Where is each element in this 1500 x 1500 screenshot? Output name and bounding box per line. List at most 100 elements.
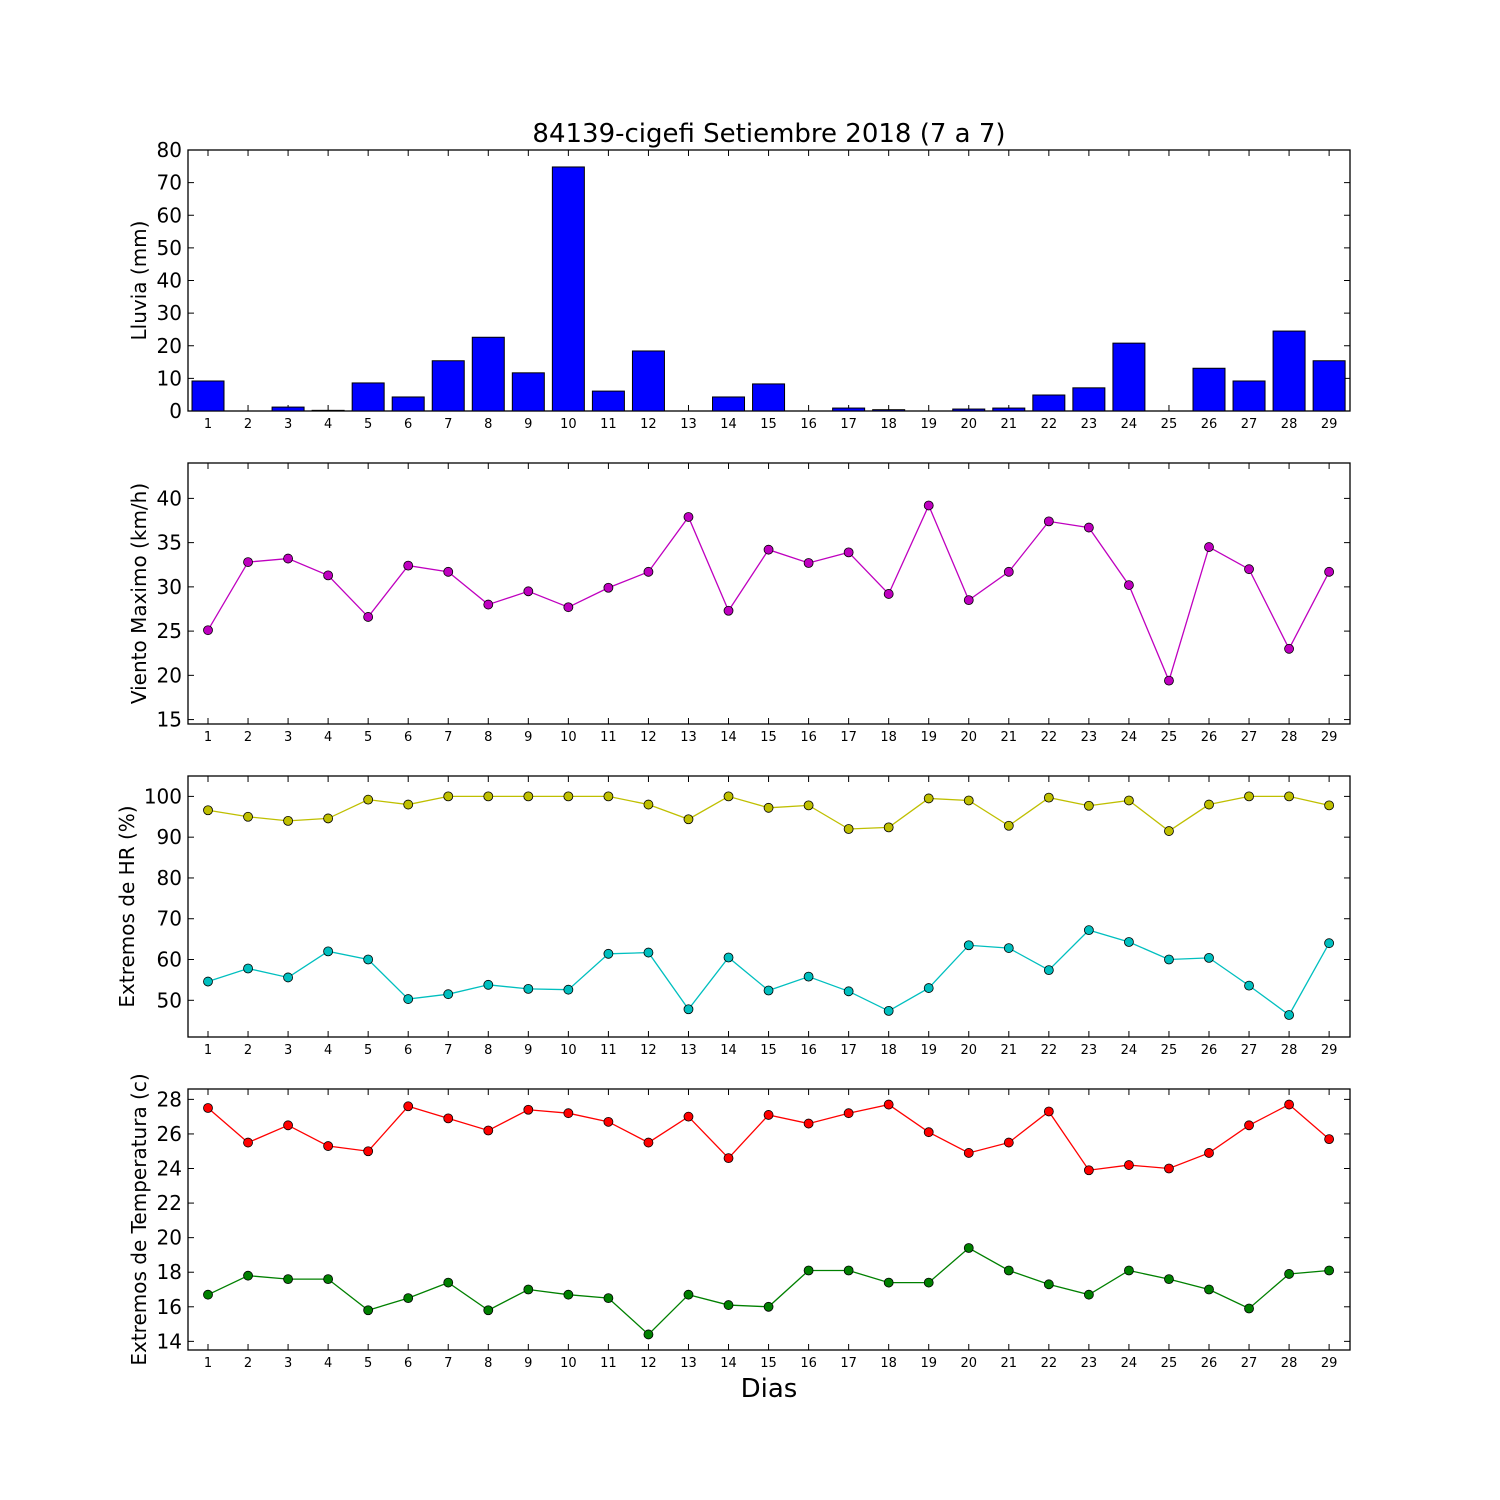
x-tick-label: 22 (1041, 730, 1058, 745)
min-point-day-16 (803, 1265, 814, 1276)
series-point-day-22 (1043, 516, 1054, 527)
x-tick-label: 1 (204, 1043, 212, 1058)
x-tick-label: 19 (920, 417, 937, 432)
y-tick-label: 80 (157, 138, 182, 162)
max-point-day-29 (1324, 1134, 1335, 1145)
y-tick-label: 30 (157, 575, 182, 599)
x-tick-label: 18 (880, 1356, 897, 1371)
max-point-day-27 (1244, 1120, 1254, 1131)
min-point-day-16 (803, 971, 814, 982)
max-point-day-13 (683, 814, 694, 825)
x-tick-label: 16 (800, 1043, 817, 1058)
max-point-day-26 (1204, 799, 1214, 810)
max-point-day-24 (1124, 795, 1134, 806)
x-tick-label: 25 (1161, 730, 1178, 745)
min-point-day-11 (603, 1293, 614, 1304)
max-point-day-19 (923, 793, 934, 804)
x-tick-label: 12 (640, 1043, 657, 1058)
x-tick-label: 19 (920, 1356, 937, 1371)
max-point-day-14 (723, 791, 734, 802)
x-tick-label: 2 (244, 1043, 252, 1058)
max-point-day-2 (243, 811, 253, 822)
min-point-day-9 (523, 983, 534, 994)
max-point-day-12 (643, 1137, 654, 1148)
x-tick-label: 6 (404, 1356, 412, 1371)
series-point-day-14 (723, 605, 734, 616)
min-line (207, 1247, 1330, 1336)
x-tick-label: 17 (840, 730, 857, 745)
min-point-day-22 (1043, 1279, 1054, 1290)
max-point-day-20 (963, 795, 974, 806)
x-tick-label: 22 (1041, 1356, 1058, 1371)
min-point-day-7 (443, 1277, 454, 1288)
y-axis-label: Extremos de HR (%) (115, 805, 139, 1007)
x-tick-label: 28 (1281, 417, 1298, 432)
x-tick-label: 17 (840, 1356, 857, 1371)
x-tick-label: 5 (364, 417, 372, 432)
x-tick-label: 11 (600, 1356, 617, 1371)
max-point-day-20 (963, 1148, 974, 1158)
min-point-day-20 (963, 940, 974, 951)
y-tick-label: 35 (157, 531, 182, 555)
plot-frame (187, 149, 1351, 412)
max-point-day-8 (483, 1125, 494, 1136)
x-tick-label: 24 (1121, 1356, 1138, 1371)
series-point-day-8 (483, 599, 494, 610)
min-point-day-8 (483, 979, 494, 990)
x-axis-label: Dias (741, 1374, 798, 1404)
min-point-day-28 (1284, 1010, 1294, 1020)
bar-day-27 (1232, 380, 1266, 412)
min-point-day-20 (963, 1243, 974, 1253)
x-tick-label: 12 (640, 1356, 657, 1371)
y-tick-label: 0 (169, 399, 182, 423)
min-point-day-22 (1043, 965, 1054, 976)
y-tick-label: 20 (157, 1226, 182, 1250)
x-tick-label: 12 (640, 417, 657, 432)
max-point-day-28 (1284, 1099, 1294, 1110)
min-point-day-23 (1083, 925, 1094, 936)
max-point-day-22 (1043, 792, 1054, 803)
x-tick-label: 19 (920, 1043, 937, 1058)
x-tick-label: 6 (404, 730, 412, 745)
x-tick-label: 23 (1081, 730, 1098, 745)
min-point-day-2 (243, 1270, 253, 1281)
max-point-day-6 (403, 1101, 414, 1112)
y-tick-label: 14 (157, 1329, 182, 1353)
max-point-day-18 (883, 822, 894, 833)
x-tick-label: 15 (760, 1356, 777, 1371)
y-tick-label: 15 (157, 708, 182, 732)
max-point-day-25 (1164, 1163, 1174, 1174)
series-point-day-13 (683, 512, 694, 522)
x-tick-label: 16 (800, 1356, 817, 1371)
x-tick-label: 21 (1001, 417, 1018, 432)
bar-day-20 (952, 408, 986, 412)
x-tick-label: 9 (524, 1043, 532, 1058)
min-point-day-6 (403, 1293, 414, 1304)
series-point-day-24 (1124, 580, 1134, 590)
x-tick-label: 24 (1121, 1043, 1138, 1058)
x-tick-label: 3 (284, 1356, 292, 1371)
max-point-day-9 (523, 791, 534, 802)
bar-day-24 (1112, 342, 1146, 412)
bar-day-26 (1192, 367, 1226, 412)
y-tick-label: 25 (157, 619, 182, 643)
x-tick-label: 15 (760, 1043, 777, 1058)
x-tick-label: 24 (1121, 417, 1138, 432)
y-tick-label: 50 (157, 236, 182, 260)
max-point-day-21 (1003, 1137, 1014, 1148)
max-point-day-25 (1164, 826, 1174, 836)
bar-day-10 (551, 166, 585, 412)
y-tick-label: 60 (157, 948, 182, 972)
y-tick-label: 70 (157, 171, 182, 195)
series-point-day-26 (1204, 542, 1214, 552)
x-tick-label: 9 (524, 730, 532, 745)
x-tick-label: 27 (1241, 417, 1258, 432)
x-tick-label: 14 (720, 730, 737, 745)
min-point-day-3 (283, 972, 293, 983)
x-tick-label: 23 (1081, 1356, 1098, 1371)
panels: 1 2 3 4 5 6 7 8 9 10 11 12 13 14 15 16 17 18 19 20 21 22 23 24 2… (115, 138, 1351, 1371)
min-point-day-5 (363, 954, 374, 965)
min-point-day-15 (763, 1301, 774, 1312)
x-tick-label: 20 (960, 417, 977, 432)
max-point-day-6 (403, 799, 414, 810)
